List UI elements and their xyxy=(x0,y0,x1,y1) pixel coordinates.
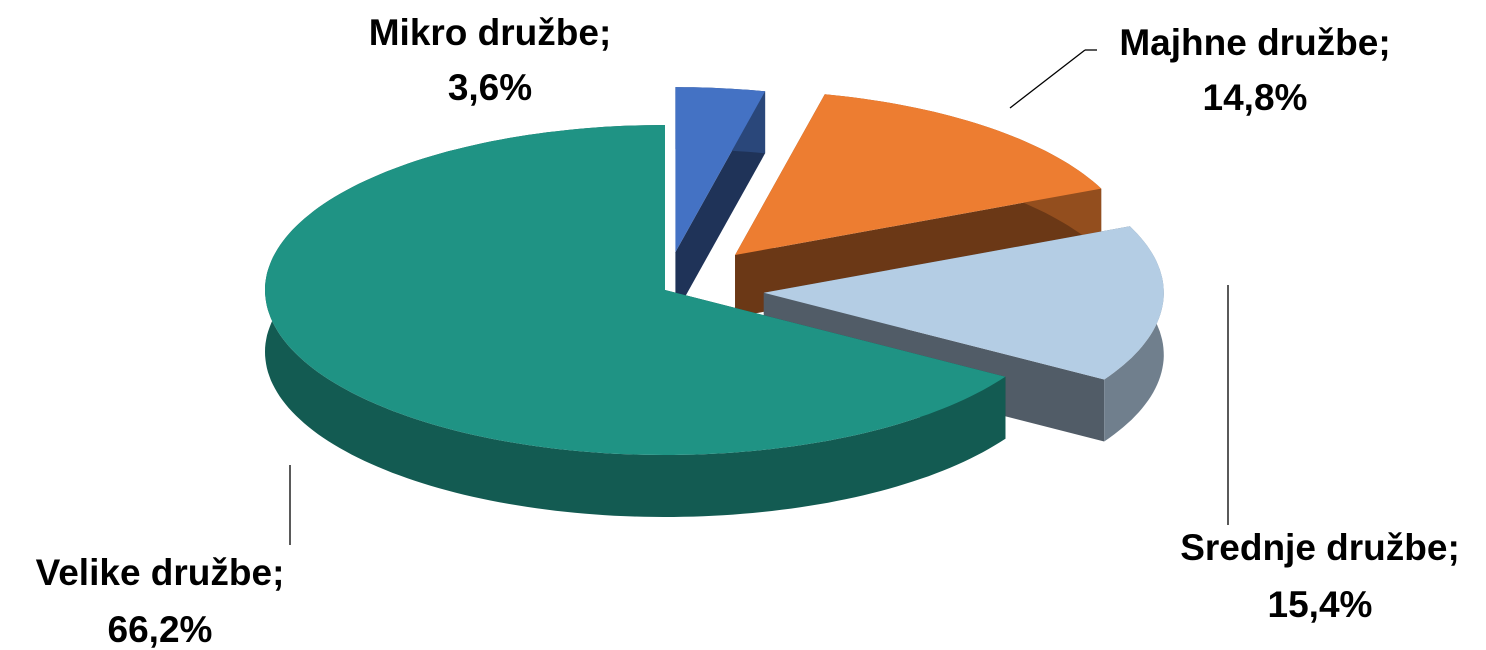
category-label: Majhne družbe; xyxy=(1119,22,1390,63)
pie-slice xyxy=(265,125,1006,517)
value-label: 15,4% xyxy=(1268,584,1373,625)
pie-slice xyxy=(675,87,766,315)
slice-top xyxy=(675,87,766,253)
value-label: 66,2% xyxy=(108,609,213,650)
slice-top xyxy=(735,94,1102,255)
value-label: 14,8% xyxy=(1203,77,1308,118)
category-label: Srednje družbe; xyxy=(1180,527,1460,568)
pie xyxy=(265,87,1164,517)
slice-top xyxy=(265,125,1006,455)
leader-line xyxy=(1009,49,1086,109)
category-label: Mikro družbe; xyxy=(369,12,612,53)
category-label: Velike družbe; xyxy=(36,552,285,593)
value-label: 3,6% xyxy=(448,67,532,108)
slice-top xyxy=(763,226,1164,380)
